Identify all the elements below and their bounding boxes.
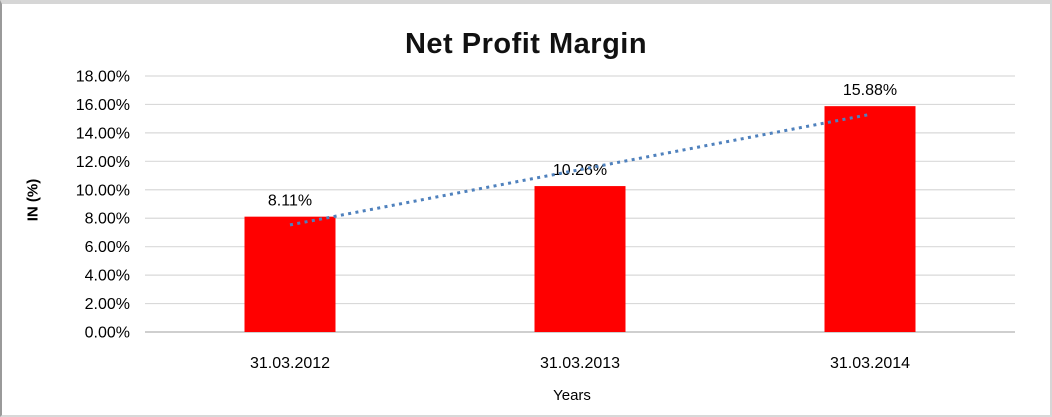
chart-title: Net Profit Margin bbox=[404, 28, 648, 60]
bar-data-label: 15.88% bbox=[843, 82, 897, 99]
bar-data-label: 8.11% bbox=[268, 193, 312, 210]
y-tick-label: 18.00% bbox=[76, 69, 130, 86]
trendline bbox=[289, 112, 871, 227]
y-tick-label: 16.00% bbox=[76, 97, 130, 114]
bar bbox=[824, 106, 916, 332]
x-tick-label: 31.03.2013 bbox=[540, 355, 620, 372]
y-tick-label: 14.00% bbox=[76, 125, 130, 142]
y-tick-label: 6.00% bbox=[85, 239, 130, 256]
y-axis-title: IN (%) bbox=[24, 178, 42, 222]
y-tick-label: 4.00% bbox=[85, 268, 130, 285]
plot-svg: 0.00% 2.00% 4.00% 6.00% 8.00% 10.00% 12.00% 14.… bbox=[76, 69, 1015, 372]
x-axis-title: Years bbox=[553, 387, 591, 404]
bar bbox=[534, 186, 626, 332]
bar bbox=[244, 216, 336, 332]
x-tick-label: 31.03.2014 bbox=[830, 355, 910, 372]
y-tick-label: 10.00% bbox=[76, 182, 130, 199]
x-tick-label: 31.03.2012 bbox=[250, 355, 330, 372]
y-tick-label: 0.00% bbox=[85, 325, 130, 342]
y-tick-label: 12.00% bbox=[76, 154, 130, 171]
y-tick-label: 8.00% bbox=[85, 211, 130, 228]
bar-data-label: 10.26% bbox=[553, 162, 607, 179]
y-tick-label: 2.00% bbox=[85, 296, 130, 313]
